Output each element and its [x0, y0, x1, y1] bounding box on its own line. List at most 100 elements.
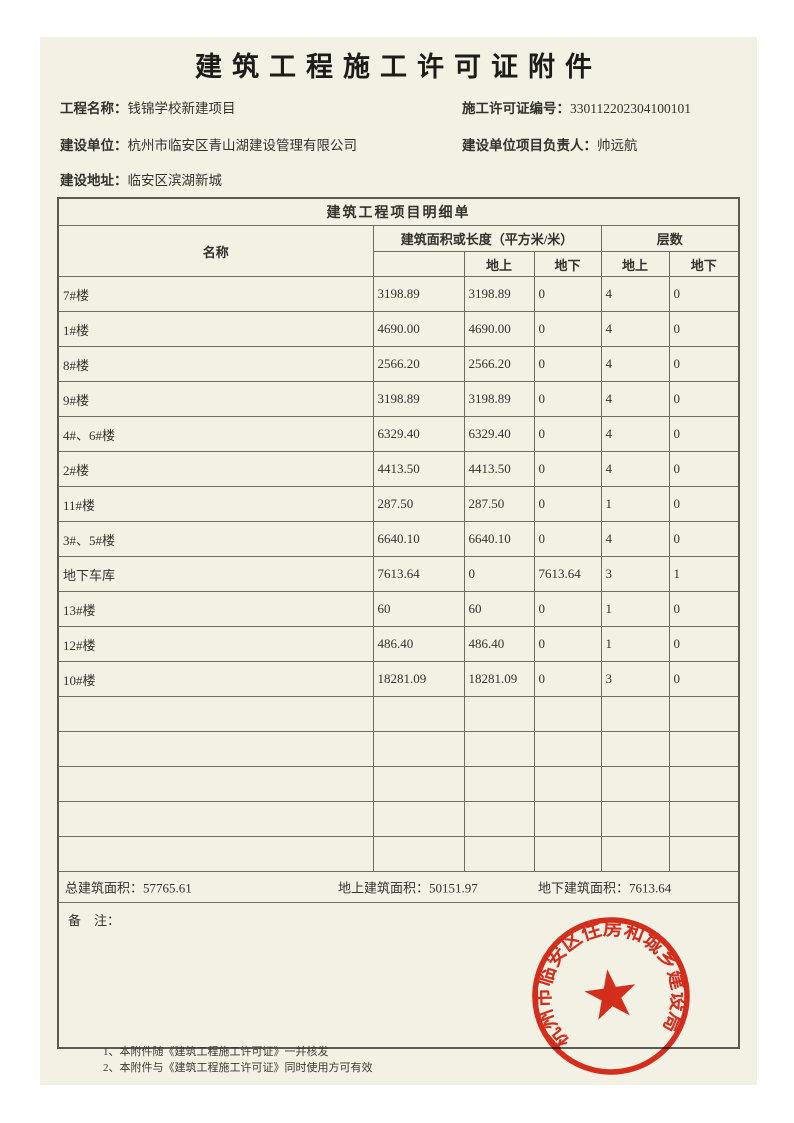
cell-below_floors: 0 [668, 451, 740, 487]
cell-name: 7#楼 [57, 276, 374, 312]
cell-total: 60 [372, 591, 465, 627]
field-label: 建设单位项目负责人： [462, 138, 597, 153]
cell-below_floors: 1 [668, 556, 740, 592]
empty-table-row [57, 836, 740, 872]
cell-above_area: 2566.20 [463, 346, 535, 382]
cell-name: 9#楼 [57, 381, 374, 417]
cell-total: 7613.64 [372, 556, 465, 592]
cell-name: 10#楼 [57, 661, 374, 697]
empty-cell [533, 801, 602, 837]
empty-cell [57, 766, 374, 802]
empty-cell [600, 801, 670, 837]
cell-total: 3198.89 [372, 276, 465, 312]
cell-total: 3198.89 [372, 381, 465, 417]
table-title: 建筑工程项目明细单 [57, 197, 740, 226]
table-row: 地下车库 7613.64 0 7613.64 3 1 [57, 556, 740, 592]
cell-above_floors: 4 [600, 521, 670, 557]
cell-below_area: 0 [533, 521, 602, 557]
empty-table-row [57, 731, 740, 767]
cell-name: 13#楼 [57, 591, 374, 627]
cell-above_floors: 1 [600, 626, 670, 662]
empty-cell [372, 696, 465, 732]
document-title: 建筑工程施工许可证附件 [195, 52, 602, 82]
cell-below_area: 0 [533, 486, 602, 522]
remark-cell: 备 注： [57, 902, 740, 1049]
cell-total: 4690.00 [372, 311, 465, 347]
header-area-below: 地下 [533, 251, 602, 277]
empty-cell [668, 696, 740, 732]
cell-below_area: 0 [533, 311, 602, 347]
totals-row: 总建筑面积：57765.61 地上建筑面积：50151.97 地下建筑面积：76… [57, 871, 740, 903]
cell-above_area: 4413.50 [463, 451, 535, 487]
field-project-manager: 建设单位项目负责人：帅远航 [462, 134, 638, 154]
cell-name: 12#楼 [57, 626, 374, 662]
empty-cell [57, 696, 374, 732]
project-detail-table: 建筑工程项目明细单 名称 建筑面积或长度（平方米/米） 层数 地上 地下 地上 … [57, 197, 741, 1049]
field-value: 杭州市临安区青山湖建设管理有限公司 [127, 138, 358, 153]
field-label: 工程名称： [60, 101, 128, 116]
cell-total: 2566.20 [372, 346, 465, 382]
empty-table-row [57, 766, 740, 802]
empty-cell [600, 836, 670, 872]
cell-name: 3#、5#楼 [57, 521, 374, 557]
cell-above_floors: 1 [600, 486, 670, 522]
header-floors-above: 地上 [600, 251, 670, 277]
seal-star-icon [584, 969, 636, 1020]
table-title-row: 建筑工程项目明细单 [57, 197, 740, 226]
empty-cell [463, 801, 535, 837]
cell-below_area: 0 [533, 451, 602, 487]
cell-name: 8#楼 [57, 346, 374, 382]
cell-total: 4413.50 [372, 451, 465, 487]
field-construction-unit: 建设单位：杭州市临安区青山湖建设管理有限公司 [60, 134, 357, 154]
empty-cell [372, 836, 465, 872]
empty-cell [533, 731, 602, 767]
cell-above_area: 18281.09 [463, 661, 535, 697]
cell-above_area: 6640.10 [463, 521, 535, 557]
above-ground-area: 地上建筑面积：50151.97 [338, 880, 478, 896]
footnote-line: 1、本附件随《建筑工程施工许可证》一并核发 [103, 1046, 329, 1058]
header-floors-group: 层数 [600, 225, 740, 252]
cell-below_floors: 0 [668, 486, 740, 522]
empty-cell [463, 696, 535, 732]
cell-above_area: 3198.89 [463, 381, 535, 417]
empty-cell [372, 766, 465, 802]
empty-cell [463, 731, 535, 767]
cell-below_area: 0 [533, 626, 602, 662]
cell-above_floors: 4 [600, 381, 670, 417]
empty-cell [600, 731, 670, 767]
field-value: 330112202304100101 [570, 101, 691, 116]
cell-below_floors: 0 [668, 276, 740, 312]
table-row: 8#楼 2566.20 2566.20 0 4 0 [57, 346, 740, 382]
empty-cell [57, 801, 374, 837]
cell-below_area: 0 [533, 661, 602, 697]
empty-cell [463, 766, 535, 802]
field-value: 临安区滨湖新城 [127, 173, 223, 188]
cell-above_area: 4690.00 [463, 311, 535, 347]
field-label: 建设单位： [60, 138, 128, 153]
cell-below_area: 0 [533, 416, 602, 452]
remark-row: 备 注： [57, 902, 740, 1049]
header-name: 名称 [57, 225, 374, 277]
official-seal-stamp: 杭州市临安区住房和城乡建设局 [521, 906, 697, 1075]
cell-total: 6640.10 [372, 521, 465, 557]
table-row: 3#、5#楼 6640.10 6640.10 0 4 0 [57, 521, 740, 557]
table-row: 1#楼 4690.00 4690.00 0 4 0 [57, 311, 740, 347]
cell-below_floors: 0 [668, 346, 740, 382]
empty-cell [372, 801, 465, 837]
cell-above_floors: 4 [600, 346, 670, 382]
empty-table-row [57, 801, 740, 837]
table-row: 4#、6#楼 6329.40 6329.40 0 4 0 [57, 416, 740, 452]
cell-above_floors: 4 [600, 311, 670, 347]
document-paper: 建筑工程施工许可证附件 工程名称：钱锦学校新建项目 施工许可证编号：330112… [40, 37, 757, 1085]
cell-total: 287.50 [372, 486, 465, 522]
empty-cell [668, 766, 740, 802]
cell-below_area: 0 [533, 381, 602, 417]
table-row: 10#楼 18281.09 18281.09 0 3 0 [57, 661, 740, 697]
cell-name: 2#楼 [57, 451, 374, 487]
cell-above_floors: 4 [600, 276, 670, 312]
footnotes: 1、本附件随《建筑工程施工许可证》一并核发 2、本附件与《建筑工程施工许可证》同… [103, 1044, 373, 1076]
cell-below_area: 0 [533, 346, 602, 382]
totals-cell: 总建筑面积：57765.61 地上建筑面积：50151.97 地下建筑面积：76… [57, 871, 740, 903]
field-value: 帅远航 [597, 138, 638, 153]
cell-above_area: 6329.40 [463, 416, 535, 452]
